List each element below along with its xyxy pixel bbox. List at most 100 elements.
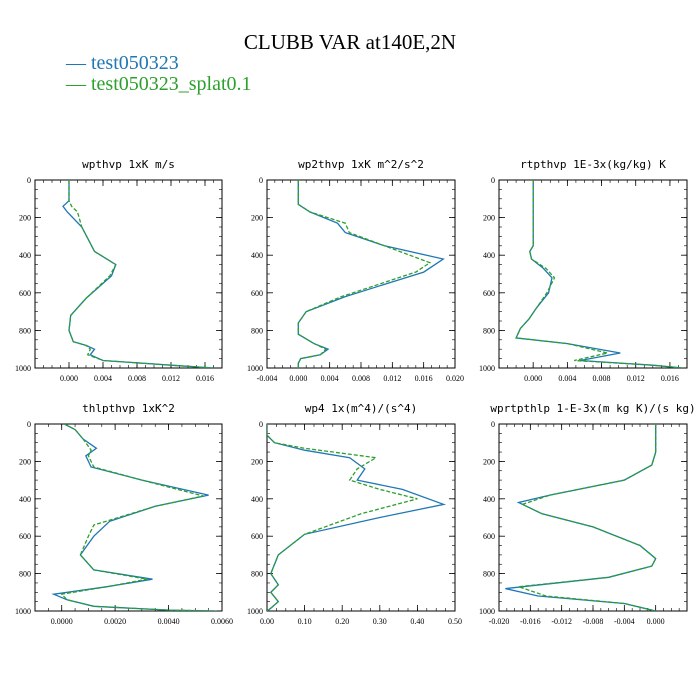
series-line-2 — [297, 180, 432, 368]
x-tick-label: 0.30 — [373, 617, 387, 626]
legend-label-series-1: test050323 — [91, 52, 179, 74]
x-tick-label: 0.000 — [60, 374, 78, 383]
panel-1: wpthvp 1xK m/s 0.000 0.004 0.008 0.012 0.016 0… — [15, 158, 223, 383]
panel-frame — [34, 179, 223, 369]
x-tick-label: 0.008 — [352, 374, 370, 383]
series-line-1 — [62, 180, 214, 368]
series-line-1 — [505, 424, 657, 611]
x-tick-label: 0.40 — [410, 617, 424, 626]
y-tick-label: 1000 — [15, 607, 31, 616]
x-tick-label: 0.016 — [661, 374, 679, 383]
panel-title: thlpthvp 1xK^2 — [82, 402, 175, 415]
y-tick-label: 400 — [483, 495, 495, 504]
x-tick-label: 0.016 — [196, 374, 214, 383]
y-tick-label: 600 — [19, 289, 31, 298]
x-tick-label: 0.000 — [524, 374, 542, 383]
x-tick-label: -0.004 — [614, 617, 635, 626]
y-tick-label: 1000 — [247, 364, 263, 373]
x-tick-label: 0.00 — [260, 617, 274, 626]
x-tick-label: 0.004 — [321, 374, 339, 383]
y-tick-label: 0 — [259, 176, 263, 185]
y-tick-label: 200 — [483, 457, 495, 466]
panel-frame — [266, 423, 456, 612]
series-line-1 — [51, 424, 217, 611]
y-tick-label: 400 — [251, 251, 263, 260]
legend-item-series-1: — test050323 — [66, 52, 179, 75]
x-tick-label: 0.008 — [593, 374, 611, 383]
y-tick-label: 0 — [27, 176, 31, 185]
panel-title: wpthvp 1xK m/s — [82, 158, 175, 171]
y-tick-label: 1000 — [479, 607, 495, 616]
x-tick-label: -0.020 — [489, 617, 510, 626]
series-line-2 — [267, 424, 418, 611]
x-tick-label: -0.004 — [257, 374, 278, 383]
x-tick-label: 0.0020 — [104, 617, 126, 626]
x-tick-label: 0.004 — [558, 374, 576, 383]
y-tick-label: 400 — [19, 251, 31, 260]
legend-line-series-1: — — [66, 52, 86, 74]
panel-title: wp4 1x(m^4)/(s^4) — [305, 402, 418, 415]
panel-frame — [266, 179, 456, 369]
x-tick-label: 0.020 — [446, 374, 464, 383]
chart-title: CLUBB VAR at140E,2N — [243, 30, 457, 54]
panel-4: thlpthvp 1xK^2 0.0000 0.0020 0.0040 0.0060 0 2… — [15, 402, 233, 626]
panel-5: wp4 1x(m^4)/(s^4) 0.00 0.10 0.20 0.30 0.40 0.5… — [247, 402, 462, 626]
y-tick-label: 800 — [251, 570, 263, 579]
panel-6: wprtpthlp 1-E-3x(m kg K)/(s kg) -0.020 -0.… — [479, 402, 696, 626]
series-line-2 — [515, 180, 683, 368]
x-tick-label: 0.0040 — [158, 617, 180, 626]
y-tick-label: 600 — [483, 289, 495, 298]
panel-3: rtpthvp 1E-3x(kg/kg) K 0.000 0.004 0.008 0.0… — [479, 158, 688, 383]
y-tick-label: 200 — [251, 457, 263, 466]
series-line-1 — [297, 180, 445, 368]
panel-title: wp2thvp 1xK m^2/s^2 — [298, 158, 424, 171]
series-line-1 — [515, 180, 683, 368]
y-tick-label: 600 — [483, 532, 495, 541]
panel-frame — [498, 179, 688, 369]
y-tick-label: 200 — [19, 214, 31, 223]
y-tick-label: 800 — [251, 326, 263, 335]
x-tick-label: 0.008 — [128, 374, 146, 383]
y-tick-label: 0 — [259, 420, 263, 429]
y-tick-label: 200 — [19, 457, 31, 466]
x-tick-label: 0.012 — [383, 374, 401, 383]
x-tick-label: 0.012 — [627, 374, 645, 383]
x-tick-label: -0.016 — [520, 617, 541, 626]
x-tick-label: 0.20 — [335, 617, 349, 626]
x-tick-label: 0.012 — [162, 374, 180, 383]
x-tick-label: 0.016 — [415, 374, 433, 383]
y-tick-label: 800 — [19, 326, 31, 335]
y-tick-label: 800 — [483, 326, 495, 335]
x-tick-label: 0.50 — [448, 617, 462, 626]
y-tick-label: 600 — [251, 532, 263, 541]
y-tick-label: 1000 — [479, 364, 495, 373]
x-tick-label: -0.012 — [551, 617, 572, 626]
x-tick-label: 0.10 — [298, 617, 312, 626]
legend-label-series-2: test050323_splat0.1 — [91, 73, 252, 95]
y-tick-label: 0 — [491, 176, 495, 185]
y-tick-label: 200 — [483, 214, 495, 223]
legend-line-series-2: — — [66, 73, 86, 95]
series-line-2 — [68, 180, 214, 368]
panel-title: rtpthvp 1E-3x(kg/kg) K — [520, 158, 666, 171]
legend-item-series-2: — test050323_splat0.1 — [66, 73, 252, 96]
panel-title: wprtpthlp 1-E-3x(m kg K)/(s kg) — [490, 402, 695, 415]
y-tick-label: 800 — [483, 570, 495, 579]
x-tick-label: -0.008 — [583, 617, 604, 626]
x-tick-label: 0.000 — [647, 617, 665, 626]
x-tick-label: 0.004 — [94, 374, 112, 383]
series-line-1 — [267, 424, 447, 611]
y-tick-label: 1000 — [15, 364, 31, 373]
y-tick-label: 1000 — [247, 607, 263, 616]
y-tick-label: 200 — [251, 214, 263, 223]
x-tick-label: 0.0000 — [51, 617, 73, 626]
x-tick-label: 0.0060 — [211, 617, 233, 626]
y-tick-label: 400 — [19, 495, 31, 504]
y-tick-label: 600 — [19, 532, 31, 541]
y-tick-label: 400 — [251, 495, 263, 504]
x-tick-label: 0.000 — [289, 374, 307, 383]
y-tick-label: 800 — [19, 570, 31, 579]
y-tick-label: 600 — [251, 289, 263, 298]
y-tick-label: 0 — [27, 420, 31, 429]
